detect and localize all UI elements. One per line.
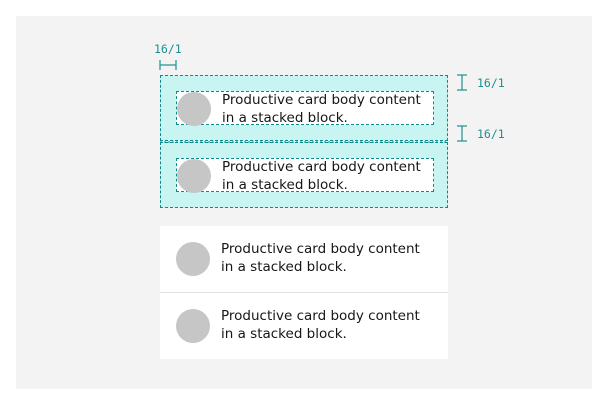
left-padding-bracket [159, 60, 177, 70]
card-body-text: Productive card body content in a stacke… [221, 308, 420, 342]
avatar-placeholder [177, 159, 211, 193]
left-padding-label: 16/1 [154, 42, 182, 56]
card-4: Productive card body content in a stacke… [160, 293, 448, 359]
spec-card-1: Productive card body content in a stacke… [160, 75, 448, 141]
avatar-placeholder [177, 92, 211, 126]
content-area-outline: Productive card body content in a stacke… [176, 158, 434, 193]
bottom-padding-bracket [457, 125, 467, 142]
content-area-outline: Productive card body content in a stacke… [176, 91, 434, 126]
card-body-text: Productive card body content in a stacke… [221, 241, 420, 275]
card-3: Productive card body content in a stacke… [160, 226, 448, 292]
card-body-text: Productive card body content in a stacke… [222, 92, 421, 126]
card-body-text: Productive card body content in a stacke… [222, 159, 421, 193]
bottom-padding-label: 16/1 [477, 127, 505, 141]
avatar-placeholder [176, 309, 210, 343]
spec-card-2: Productive card body content in a stacke… [160, 142, 448, 208]
avatar-placeholder [176, 242, 210, 276]
top-padding-label: 16/1 [477, 76, 505, 90]
card-divider [160, 292, 448, 293]
top-padding-bracket [457, 74, 467, 91]
